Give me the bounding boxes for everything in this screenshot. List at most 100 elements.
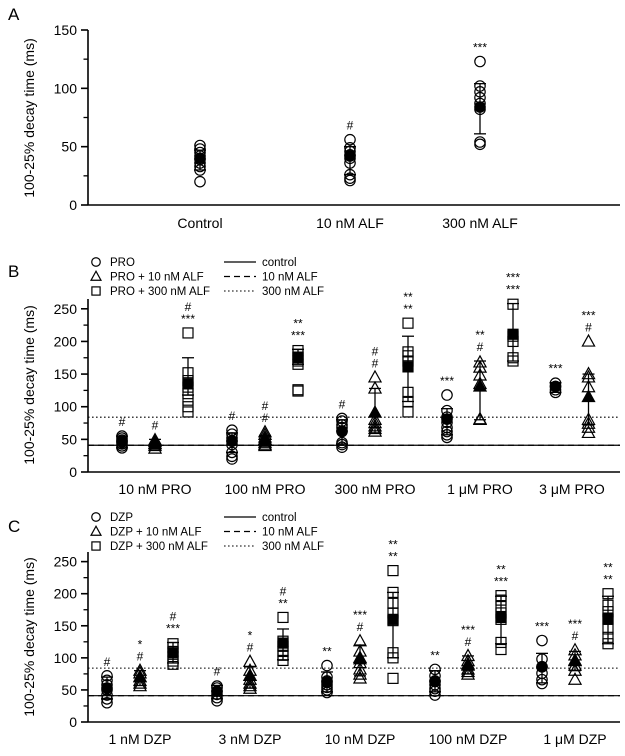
y-tick-label: 250	[54, 554, 78, 570]
data-point-circle	[91, 512, 101, 522]
panel-letter-a: A	[8, 5, 20, 24]
y-tick-label: 100	[54, 399, 78, 415]
significance-marker: #	[572, 629, 579, 643]
category-label: 10 nM ALF	[316, 215, 384, 231]
data-point-circle	[194, 152, 206, 165]
data-point-circle	[474, 136, 486, 148]
legend-line-label: 300 nM ALF	[262, 541, 324, 553]
data-point-triangle	[367, 412, 383, 425]
category-label: 3 μM PRO	[539, 481, 605, 497]
data-point-triangle	[567, 672, 583, 685]
y-tick-label: 50	[61, 431, 77, 447]
y-tick-label: 0	[69, 464, 77, 480]
data-point-circle	[441, 389, 453, 401]
data-group: *#	[132, 638, 148, 692]
legend-marker-label: PRO + 10 nM ALF	[110, 272, 204, 284]
data-point-square	[402, 386, 414, 398]
data-group: ***	[548, 362, 563, 399]
data-point-triangle	[242, 654, 258, 667]
panel-b-reference-lines	[88, 416, 620, 446]
data-point-circle	[474, 138, 486, 151]
data-point-circle	[474, 55, 486, 68]
data-point-circle	[441, 431, 453, 444]
legend-entry-marker	[91, 286, 101, 296]
y-axis-title: 100-25% decay time (ms)	[21, 557, 37, 717]
category-label: 300 nM PRO	[335, 481, 416, 497]
significance-marker: ***	[581, 308, 595, 322]
panel-c-axes: C 0 50 100 150 200 250 100-25% decay time (ms)	[8, 517, 620, 730]
data-point-square	[277, 611, 289, 624]
data-point-square	[507, 328, 519, 340]
data-point-triangle	[460, 656, 476, 670]
significance-marker: #	[152, 418, 159, 432]
data-group: ***	[535, 620, 549, 690]
significance-marker: **	[388, 538, 398, 552]
data-point-triangle	[472, 378, 488, 392]
data-group: ****	[602, 561, 614, 650]
y-tick-label: 100	[54, 650, 78, 666]
significance-marker: #	[465, 635, 472, 649]
data-point-square	[602, 588, 614, 600]
legend-entry-marker	[89, 525, 103, 536]
data-point-triangle	[460, 664, 476, 678]
data-point-circle	[116, 435, 128, 448]
data-point-square	[495, 636, 507, 649]
data-group: ***#	[567, 617, 583, 685]
data-group: #	[211, 664, 223, 707]
data-point-triangle	[581, 389, 596, 403]
data-point-square	[387, 597, 399, 609]
data-point-triangle	[581, 412, 596, 425]
data-group: ****	[402, 290, 414, 418]
data-group: ****	[387, 538, 399, 684]
legend-marker-label: DZP + 300 nM ALF	[110, 541, 208, 553]
significance-marker: #	[477, 340, 484, 354]
data-point-square	[292, 351, 304, 363]
data-point-triangle	[581, 333, 596, 347]
significance-marker: ***	[181, 312, 195, 326]
data-point-circle	[336, 425, 348, 437]
significance-marker: #	[280, 584, 287, 598]
significance-marker: #	[372, 344, 379, 358]
data-point-triangle	[89, 525, 103, 536]
data-point-square	[182, 327, 194, 339]
significance-marker: #	[185, 300, 192, 314]
data-point-circle	[474, 101, 486, 113]
panel-a-category-labels: Control 10 nM ALF 300 nM ALF	[177, 215, 517, 231]
data-point-square	[387, 647, 399, 659]
significance-marker: #	[262, 399, 269, 413]
data-point-circle	[226, 435, 238, 448]
y-tick-label: 200	[54, 333, 78, 349]
data-group: #	[344, 119, 356, 187]
significance-marker: #	[104, 655, 111, 669]
legend-line-label: 10 nM ALF	[262, 527, 318, 539]
data-group: **	[321, 645, 333, 699]
panel-a-axes: A 0 50 100 150 100-25% decay time (ms)	[8, 5, 620, 213]
data-point-circle	[91, 257, 101, 267]
data-group: **#	[472, 328, 488, 425]
y-tick-label: 150	[54, 366, 78, 382]
data-point-triangle	[567, 653, 583, 667]
data-group: *#	[242, 629, 258, 694]
data-point-triangle	[581, 369, 596, 383]
data-point-circle	[321, 659, 333, 672]
data-point-circle	[101, 696, 113, 709]
data-point-square	[182, 394, 194, 406]
legend-marker-label: PRO	[110, 257, 135, 269]
data-point-triangle	[367, 418, 383, 432]
data-point-triangle	[472, 354, 488, 368]
data-point-square	[277, 637, 289, 649]
y-tick-label: 100	[54, 80, 78, 96]
data-point-square	[167, 647, 179, 659]
data-point-triangle	[472, 411, 488, 425]
y-tick-label: 150	[54, 618, 78, 634]
data-group: #***	[166, 609, 180, 670]
data-group: ##	[257, 399, 273, 452]
category-label: 10 nM PRO	[118, 481, 191, 497]
data-point-square	[182, 401, 194, 413]
data-group	[194, 139, 206, 188]
data-point-circle	[441, 428, 453, 441]
data-point-circle	[474, 80, 486, 92]
y-tick-label: 200	[54, 586, 78, 602]
